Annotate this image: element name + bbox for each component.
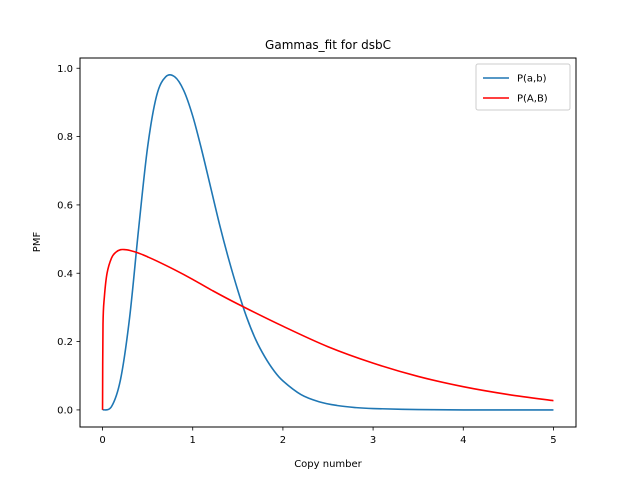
series-line-p-a-b <box>102 73 554 411</box>
y-tick-label: 0.0 <box>57 405 73 416</box>
chart-title: Gammas_fit for dsbC <box>265 38 391 52</box>
y-tick-label: 0.8 <box>57 132 73 143</box>
x-tick-label: 0 <box>99 435 105 446</box>
axes-frame <box>79 57 577 428</box>
x-tick-label: 1 <box>190 435 196 446</box>
x-tick-label: 4 <box>460 435 466 446</box>
legend: P(a,b) P(A,B) <box>475 63 571 111</box>
legend-label: P(A,B) <box>517 94 548 105</box>
x-axis-label: Copy number <box>294 459 362 470</box>
series-line-p-a-b <box>101 248 554 410</box>
x-tick-label: 2 <box>280 435 286 446</box>
y-tick-label: 1.0 <box>57 64 73 75</box>
x-tick-label: 3 <box>370 435 376 446</box>
legend-label: P(a,b) <box>517 74 547 85</box>
y-tick-label: 0.6 <box>57 200 73 211</box>
y-axis-label: PMF <box>32 232 43 253</box>
x-axis: 0 1 2 3 4 5 <box>99 427 557 446</box>
y-tick-label: 0.2 <box>57 337 73 348</box>
y-axis: 0.0 0.2 0.4 0.6 0.8 1.0 <box>57 64 80 416</box>
series-layer <box>101 73 554 411</box>
x-tick-label: 5 <box>550 435 556 446</box>
y-tick-label: 0.4 <box>57 269 73 280</box>
